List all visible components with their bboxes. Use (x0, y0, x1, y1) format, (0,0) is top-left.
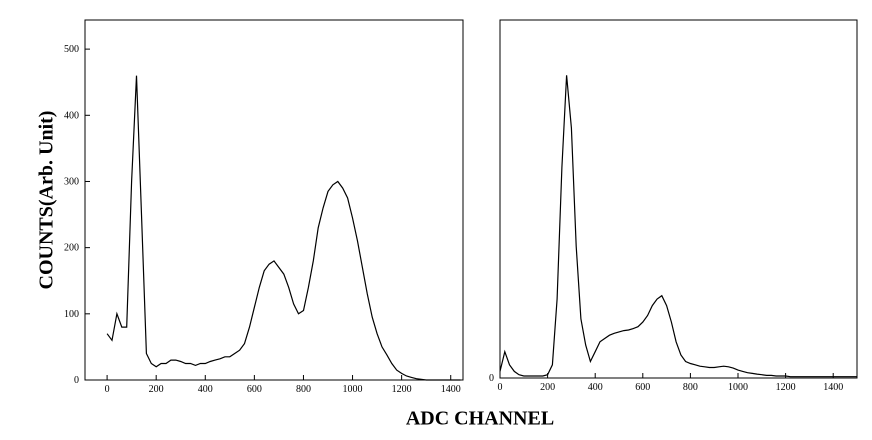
x-axis-label: ADC CHANNEL (406, 408, 554, 430)
spectrum-line (106, 75, 461, 381)
plot-frame (84, 19, 464, 381)
x-tick-label: 600 (635, 382, 650, 393)
x-tick-label: 0 (498, 382, 503, 393)
y-tick-label: 0 (489, 373, 494, 384)
x-tick-label: 400 (588, 382, 603, 393)
x-tick-label: 800 (296, 384, 311, 395)
x-tick-label: 1200 (776, 382, 796, 393)
y-tick-label: 0 (74, 375, 79, 386)
x-tick-label: 400 (198, 384, 213, 395)
x-tick-label: 200 (149, 384, 164, 395)
x-tick-label: 0 (105, 384, 110, 395)
y-tick-label: 200 (64, 243, 79, 254)
x-tick-label: 1400 (441, 384, 461, 395)
spectrum-line (499, 75, 857, 378)
y-tick-label: 500 (64, 44, 79, 55)
x-tick-label: 600 (247, 384, 262, 395)
x-tick-label: 1000 (343, 384, 363, 395)
x-tick-label: 200 (540, 382, 555, 393)
x-tick-label: 800 (683, 382, 698, 393)
x-tick-label: 1400 (823, 382, 843, 393)
x-tick-label: 1200 (392, 384, 412, 395)
plot-frame (499, 19, 858, 379)
y-tick-label: 100 (64, 309, 79, 320)
x-tick-label: 1000 (728, 382, 748, 393)
y-tick-label: 300 (64, 176, 79, 187)
y-axis-label: COUNTS(Arb. Unit) (36, 111, 58, 290)
y-tick-label: 400 (64, 110, 79, 121)
